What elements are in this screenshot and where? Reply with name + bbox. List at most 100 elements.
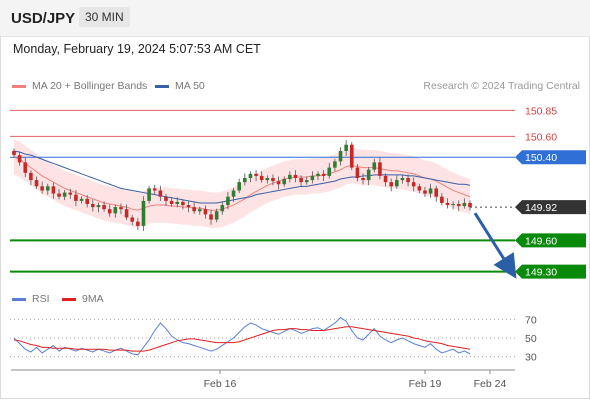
candle [74, 189, 78, 206]
candle [96, 202, 101, 213]
candle [445, 198, 450, 209]
candle-body [237, 182, 241, 191]
candle-body [288, 174, 292, 180]
candle-body [333, 161, 337, 168]
candle-body [395, 180, 399, 187]
candle-body [293, 174, 298, 178]
candle [316, 171, 320, 181]
candle-body [276, 181, 281, 185]
candle-body [378, 162, 382, 176]
candle [321, 170, 326, 182]
candle-body [321, 173, 326, 176]
candle [271, 174, 275, 186]
timeframe-button[interactable]: 30 MIN [79, 7, 130, 27]
candle-body [400, 178, 405, 181]
candle-body [344, 144, 348, 151]
candle [51, 182, 56, 199]
candle [231, 187, 236, 202]
candle-body [192, 207, 196, 212]
candle-body [389, 182, 393, 187]
symbol-title: USD/JPY [11, 10, 76, 27]
candle [344, 140, 348, 157]
candle [91, 199, 95, 212]
candle [119, 203, 123, 215]
level-label-last-price: 149.92 [525, 202, 557, 214]
datetime-label: Monday, February 19, 2024 5:07:53 AM CET [13, 42, 261, 56]
level-tag-support-1 [515, 233, 586, 248]
candle-body [411, 182, 416, 187]
candle [456, 200, 461, 212]
candle [338, 147, 343, 166]
credit-label: Research © 2024 Trading Central [423, 80, 580, 92]
candle [158, 185, 163, 201]
candle [400, 175, 405, 184]
candle-body [29, 172, 33, 181]
candle-body [107, 209, 112, 214]
candle-body [366, 169, 371, 181]
candle-body [91, 204, 95, 208]
level-label-resistance-1: 150.60 [525, 131, 557, 143]
candle [214, 208, 219, 223]
candle-body [209, 214, 213, 220]
candle-body [45, 186, 50, 191]
candle [130, 214, 135, 226]
candle-body [96, 205, 101, 208]
candle [389, 178, 393, 192]
candle [333, 158, 337, 172]
candle [288, 171, 292, 183]
legend-ma20-label: MA 20 + Bollinger Bands [32, 80, 148, 92]
candle-body [79, 198, 84, 201]
candle-body [175, 201, 180, 204]
candle [85, 195, 89, 208]
candle [265, 175, 270, 184]
candle-body [141, 200, 146, 226]
candle [197, 206, 202, 215]
candle [366, 167, 371, 186]
candle [440, 193, 444, 206]
x-tick-label: Feb 19 [409, 378, 442, 390]
candle [406, 174, 410, 187]
candle [68, 188, 73, 199]
candle [220, 201, 225, 215]
candle-body [299, 178, 303, 183]
candle-body [17, 155, 22, 163]
candle [169, 197, 174, 207]
candle-body [265, 178, 270, 181]
candle [355, 163, 360, 182]
candle-body [68, 192, 73, 195]
candle-body [169, 200, 174, 204]
candle-body [181, 201, 185, 206]
candle-body [355, 167, 360, 178]
candle-body [40, 186, 44, 191]
level-tag-support-2 [515, 264, 586, 279]
candle [310, 171, 315, 184]
candle [428, 183, 433, 198]
candle-body [406, 178, 410, 183]
candle [395, 175, 399, 189]
candle [45, 183, 50, 195]
candle-body [383, 175, 388, 183]
legend-rsi: RSI [12, 293, 50, 305]
candle-body [136, 221, 140, 226]
candle [411, 177, 416, 192]
candle-body [220, 205, 225, 212]
candle-body [226, 196, 230, 206]
candle-body [119, 207, 123, 210]
candle [451, 201, 455, 210]
legend-ma9-label: 9MA [82, 293, 104, 305]
candle [152, 184, 157, 194]
chart-header: USD/JPY 30 MIN [0, 0, 590, 37]
candle-body [74, 194, 78, 201]
candle [40, 181, 44, 194]
rsi-tick-label: 50 [525, 333, 537, 345]
candle-body [186, 205, 191, 208]
candle-body [130, 217, 135, 222]
candle [276, 176, 281, 190]
legend-ma20: MA 20 + Bollinger Bands [12, 80, 147, 92]
candle [147, 185, 151, 204]
ma50-swatch [155, 84, 169, 88]
candle-body [304, 180, 309, 183]
level-tag-pivot [515, 150, 586, 165]
level-label-pivot: 150.40 [525, 152, 557, 164]
